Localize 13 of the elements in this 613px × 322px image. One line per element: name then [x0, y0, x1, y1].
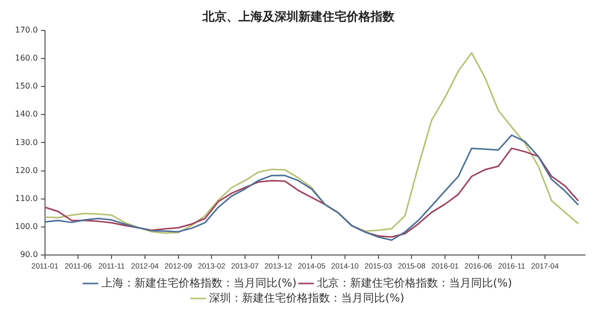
legend-label: 北京：新建住宅价格指数：当月同比(%) — [317, 276, 512, 290]
y-tick-label: 170.0 — [14, 25, 38, 34]
y-tick-label: 90.0 — [20, 250, 38, 260]
legend-label: 上海：新建住宅价格指数：当月同比(%) — [101, 276, 297, 290]
chart-title: 北京、上海及深圳新建住宅价格指数 — [202, 9, 396, 24]
legend-label: 深圳：新建住宅价格指数：当月同比(%) — [209, 291, 404, 304]
y-tick-label: 140.0 — [14, 110, 38, 119]
y-tick-label: 150.0 — [14, 82, 38, 91]
y-tick-label: 120.0 — [14, 166, 38, 175]
y-tick-label: 110.0 — [14, 194, 38, 203]
y-tick-label: 160.0 — [14, 54, 38, 63]
y-tick-label: 130.0 — [14, 138, 38, 147]
y-tick-label: 100.0 — [14, 222, 38, 232]
